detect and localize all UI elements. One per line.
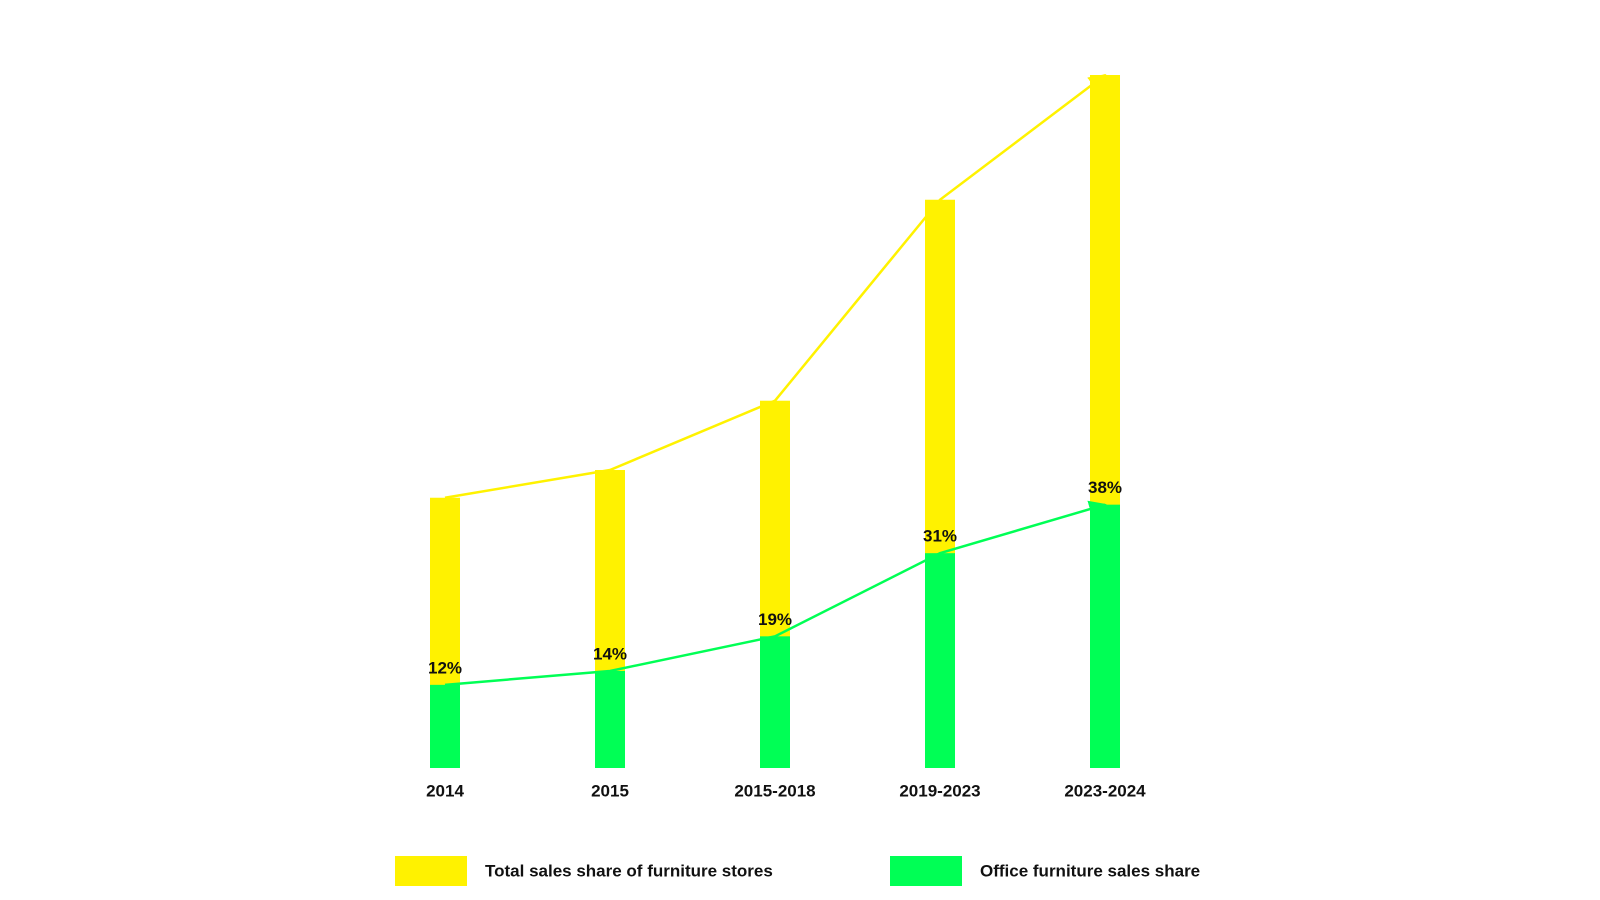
bar	[760, 636, 790, 768]
bar	[595, 670, 625, 768]
x-tick-label: 2015	[591, 781, 629, 800]
value-label: 19%	[758, 610, 792, 629]
legend-swatch	[890, 856, 962, 886]
legend-swatch	[395, 856, 467, 886]
x-tick-label: 2019-2023	[899, 781, 980, 800]
x-tick-label: 2023-2024	[1064, 781, 1146, 800]
x-tick-label: 2015-2018	[734, 781, 815, 800]
bar	[430, 684, 460, 768]
bar	[925, 553, 955, 768]
trend-line	[444, 73, 1107, 499]
value-label: 12%	[428, 658, 462, 677]
trend-line	[444, 500, 1107, 687]
legend-label: Office furniture sales share	[980, 861, 1200, 880]
bar	[1090, 504, 1120, 768]
x-tick-label: 2014	[426, 781, 464, 800]
value-label: 31%	[923, 527, 957, 546]
legend-label: Total sales share of furniture stores	[485, 861, 773, 880]
value-label: 14%	[593, 644, 627, 663]
value-label: 38%	[1088, 478, 1122, 497]
